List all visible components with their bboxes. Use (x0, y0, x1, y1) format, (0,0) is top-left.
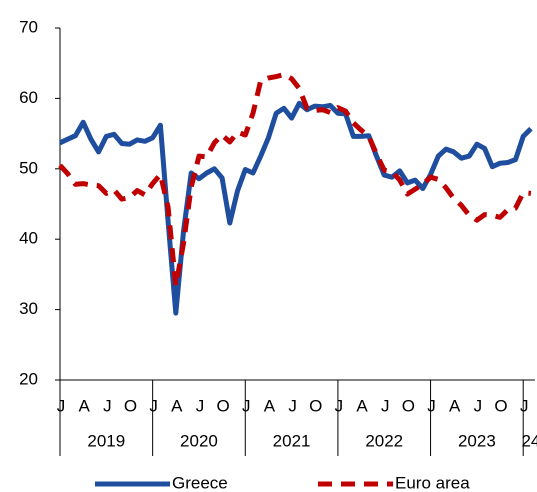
x-tick-label: O (309, 396, 322, 415)
x-tick-label: J (242, 396, 251, 415)
x-tick-label: A (356, 396, 368, 415)
x-tick-label: J (103, 396, 112, 415)
series-line (58, 72, 532, 289)
x-tick-label: A (264, 396, 276, 415)
x-tick-label: J (427, 396, 436, 415)
x-tick-label: J (335, 396, 344, 415)
year-label: 2019 (87, 431, 125, 450)
x-tick-label: A (449, 396, 461, 415)
x-tick-label: O (494, 396, 507, 415)
x-tick-label: O (124, 396, 137, 415)
y-tick-label: 60 (19, 88, 38, 107)
year-label: 2020 (180, 431, 218, 450)
year-label: 2023 (458, 431, 496, 450)
x-tick-label: A (171, 396, 183, 415)
y-tick-label: 30 (19, 299, 38, 318)
year-label: 2022 (365, 431, 403, 450)
x-tick-label: A (78, 396, 90, 415)
y-tick-label: 20 (19, 369, 38, 388)
x-tick-label: J (288, 396, 297, 415)
legend-label: Euro area (395, 473, 470, 492)
x-tick-label: O (217, 396, 230, 415)
year-label: 24 (521, 431, 537, 450)
legend-label: Greece (172, 473, 228, 492)
x-tick-label: J (520, 396, 529, 415)
year-label: 2021 (273, 431, 311, 450)
x-tick-label: J (381, 396, 390, 415)
y-tick-label: 70 (19, 17, 38, 36)
x-tick-label: J (57, 396, 66, 415)
y-tick-label: 50 (19, 158, 38, 177)
y-tick-label: 40 (19, 229, 38, 248)
series-line (58, 100, 533, 316)
x-tick-label: J (196, 396, 205, 415)
x-tick-label: J (474, 396, 483, 415)
x-tick-label: O (402, 396, 415, 415)
x-tick-label: J (149, 396, 158, 415)
